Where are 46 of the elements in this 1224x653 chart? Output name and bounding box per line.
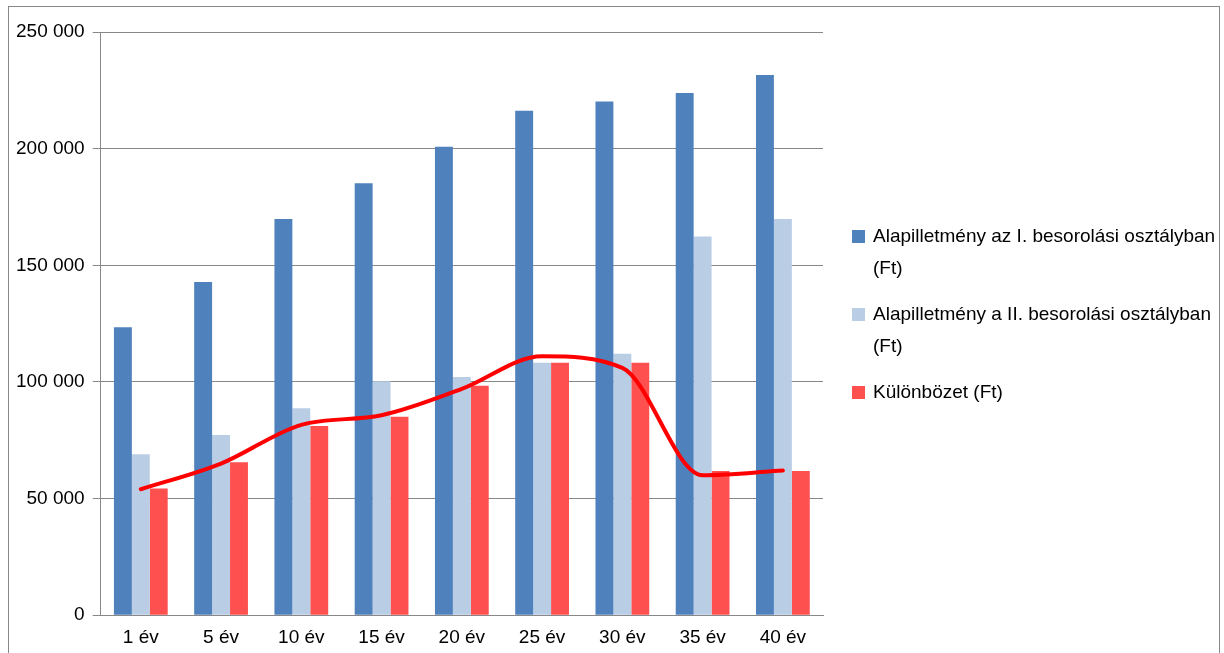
legend-label: Különbözet (Ft) [873, 380, 1003, 404]
bar [773, 219, 792, 615]
bar [675, 92, 694, 615]
bar [372, 381, 391, 615]
y-tick-label: 100 000 [15, 370, 85, 392]
bar [230, 462, 248, 615]
bar [113, 327, 132, 615]
bar [755, 74, 774, 615]
line-series [138, 354, 785, 492]
bar [434, 146, 453, 615]
x-tick-label: 25 év [518, 625, 566, 647]
bar [310, 426, 329, 615]
bar [131, 454, 150, 615]
y-tick-label: 150 000 [15, 253, 85, 275]
bar [711, 471, 730, 615]
bar [791, 471, 810, 615]
bar [631, 362, 650, 615]
bar [149, 488, 168, 615]
x-tick-label: 15 év [358, 625, 406, 647]
bar [551, 362, 569, 615]
bar [354, 183, 373, 615]
bar [390, 416, 409, 615]
y-tick-label: 50 000 [26, 486, 85, 508]
bar [212, 435, 231, 615]
bar [470, 385, 489, 615]
bar [533, 362, 552, 615]
bar [274, 219, 293, 615]
x-tick-label: 40 év [759, 625, 807, 647]
bar [515, 110, 534, 615]
y-tick-label: 250 000 [15, 20, 85, 42]
bar [595, 101, 614, 615]
x-tick-label: 10 év [278, 625, 326, 647]
y-tick-label: 0 [74, 603, 85, 625]
x-tick-label: 1 év [122, 625, 160, 647]
x-tick-label: 20 év [438, 625, 486, 647]
bar [452, 377, 471, 615]
bar [194, 282, 213, 615]
legend-label: Alapilletmény az I. besorolási osztályban (Ft) [873, 224, 1217, 280]
legend-label: Alapilletmény a II. besorolási osztályban (Ft) [873, 302, 1212, 358]
bar [613, 353, 632, 615]
bar [693, 236, 712, 615]
bar [292, 408, 311, 615]
x-tick-label: 30 év [599, 625, 647, 647]
x-tick-label: 5 év [203, 625, 240, 647]
x-tick-label: 35 év [679, 625, 727, 647]
y-tick-label: 200 000 [15, 136, 85, 158]
